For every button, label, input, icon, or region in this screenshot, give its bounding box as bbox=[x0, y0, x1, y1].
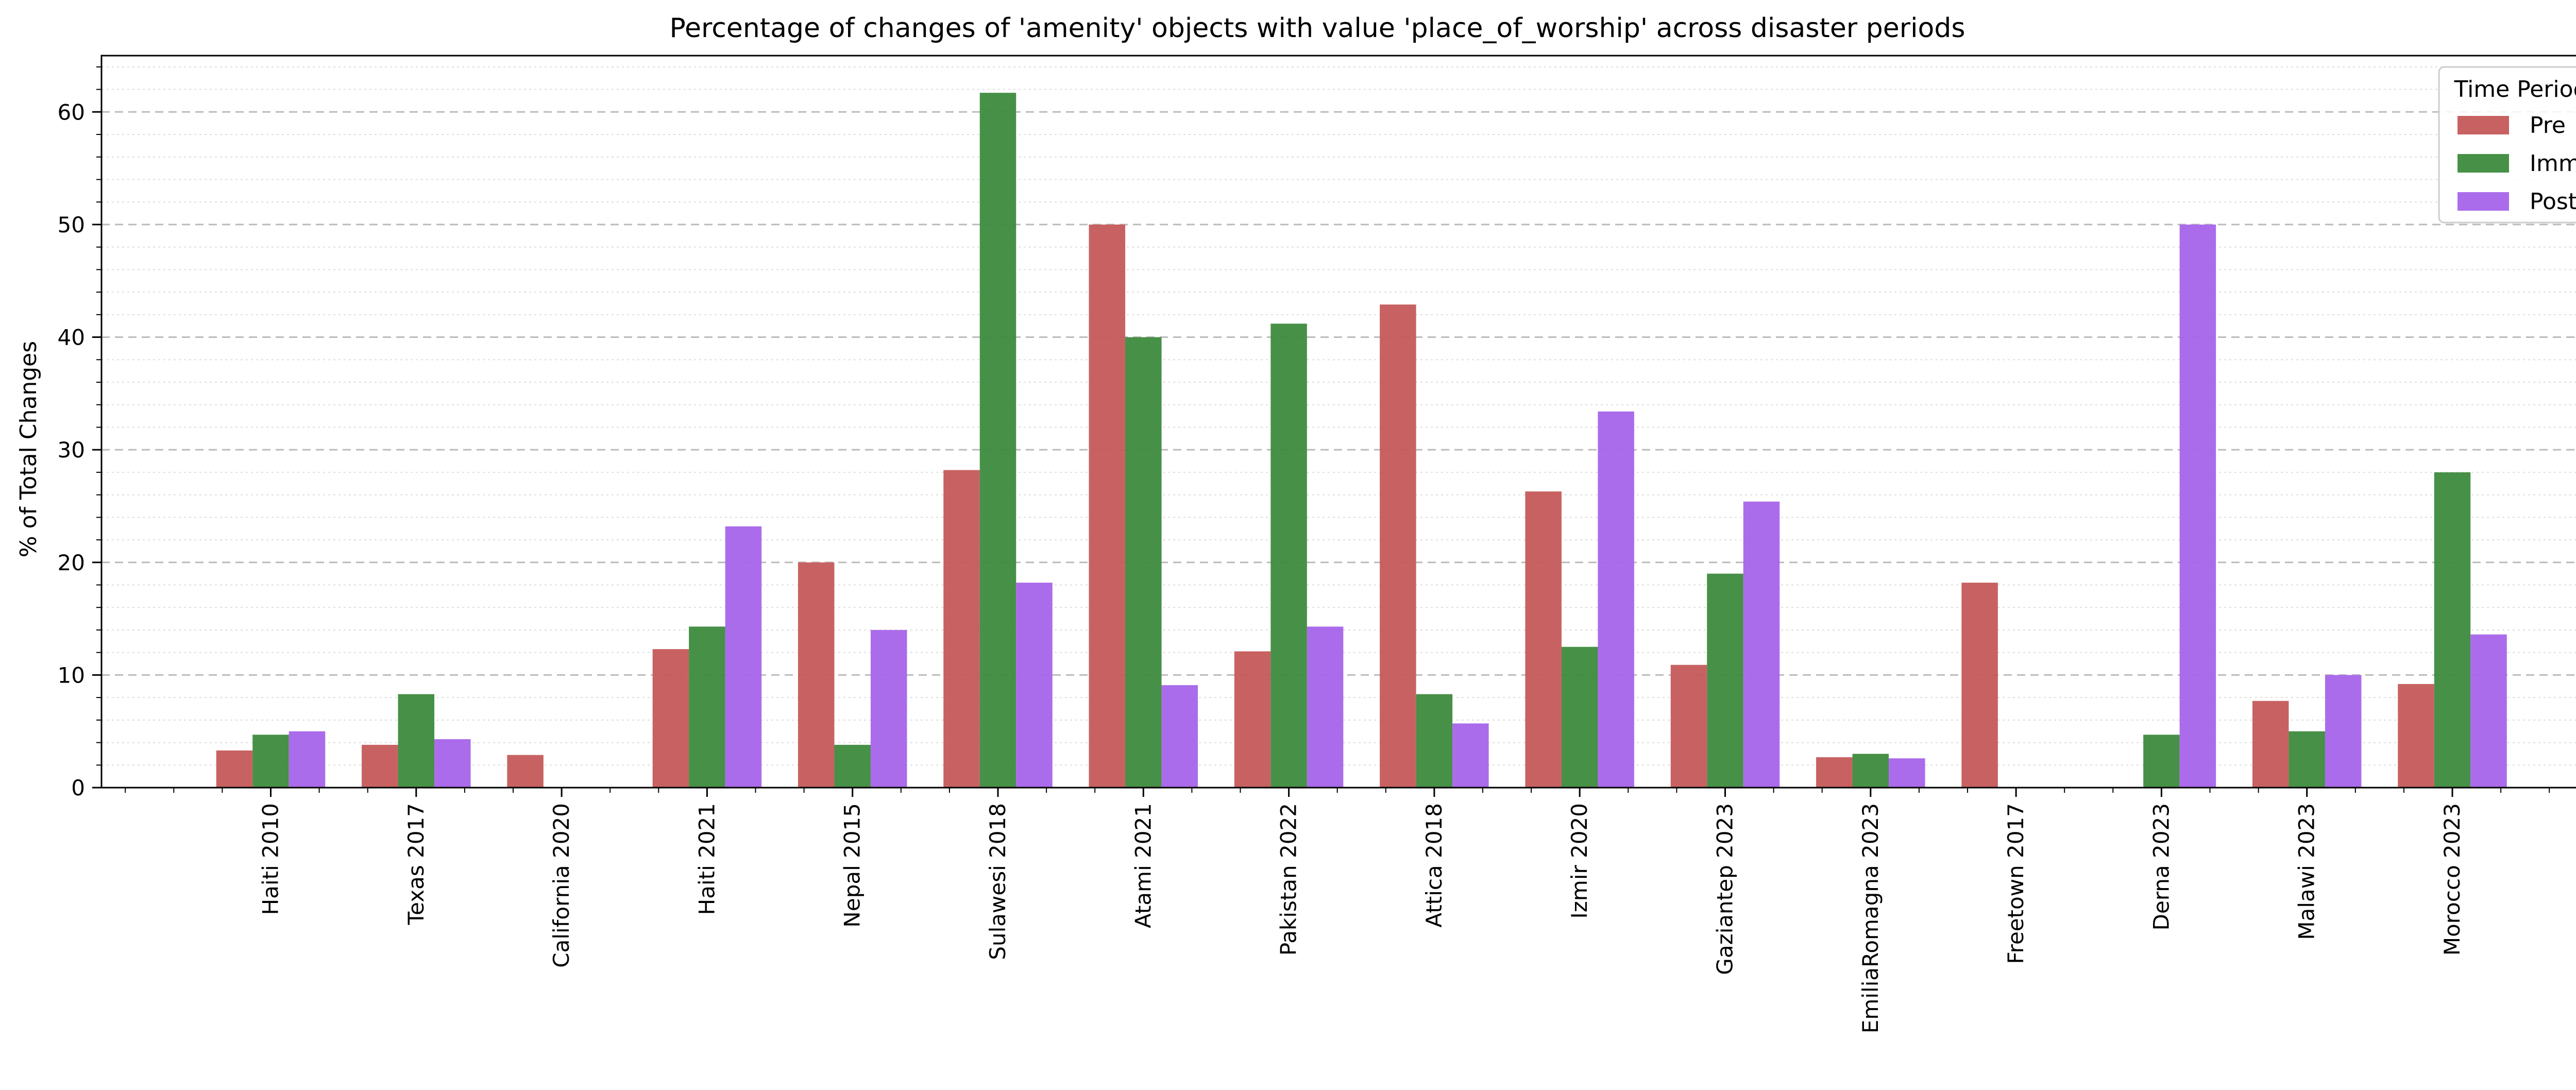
bar-post bbox=[870, 629, 907, 788]
legend-swatch-pre bbox=[2458, 116, 2509, 134]
x-tick-label: EmiliaRomagna 2023 bbox=[1858, 803, 1883, 1033]
bar-pre bbox=[798, 562, 835, 788]
x-tick-label: Pakistan 2022 bbox=[1276, 803, 1301, 956]
bar-imm bbox=[2143, 735, 2180, 788]
x-tick-label: Izmir 2020 bbox=[1567, 803, 1592, 919]
bar-imm bbox=[1270, 323, 1307, 788]
bar-pre bbox=[1234, 651, 1271, 788]
bar-pre bbox=[362, 744, 398, 788]
bar-post bbox=[1598, 411, 1634, 788]
bar-imm bbox=[2434, 472, 2471, 788]
bar-pre bbox=[943, 470, 980, 788]
y-axis-label: % of Total Changes bbox=[15, 341, 42, 557]
bar-pre bbox=[1089, 224, 1126, 788]
bar-post bbox=[725, 526, 762, 788]
x-tick-label: Atami 2021 bbox=[1130, 803, 1156, 928]
bar-pre bbox=[652, 649, 689, 788]
bar-post bbox=[1743, 501, 1780, 788]
bar-imm bbox=[1852, 754, 1889, 788]
x-tick-label: Freetown 2017 bbox=[2003, 803, 2028, 964]
y-axis: 0 10 20 30 40 50 60 bbox=[58, 66, 101, 801]
bar-imm bbox=[1561, 646, 1598, 788]
bar-post bbox=[1889, 758, 1925, 788]
plot-frame bbox=[100, 55, 2576, 789]
y-tick-label: 0 bbox=[71, 775, 85, 801]
x-tick-label: Texas 2017 bbox=[403, 803, 429, 925]
legend-swatch-post bbox=[2458, 192, 2509, 211]
bar-pre bbox=[2252, 701, 2289, 788]
bar-post bbox=[1016, 583, 1053, 788]
bar-imm bbox=[689, 626, 725, 788]
bar-post bbox=[2325, 675, 2362, 788]
bar-post bbox=[289, 731, 326, 788]
y-tick-label: 50 bbox=[58, 212, 85, 237]
bar-imm bbox=[834, 744, 871, 788]
bar-imm bbox=[398, 694, 435, 788]
x-tick-label: Sulawesi 2018 bbox=[985, 803, 1010, 960]
bar-imm bbox=[1707, 573, 1743, 788]
bar-post bbox=[1307, 626, 1344, 788]
legend-label-imm: Imm bbox=[2530, 150, 2576, 177]
bar-pre bbox=[1525, 491, 1562, 788]
bar-post bbox=[2179, 224, 2216, 788]
x-tick-label: Nepal 2015 bbox=[840, 803, 865, 928]
x-tick-label: Haiti 2021 bbox=[694, 803, 719, 915]
bar-post bbox=[2470, 634, 2507, 788]
bar-pre bbox=[1380, 304, 1416, 788]
y-tick-label: 30 bbox=[58, 437, 85, 463]
legend-items: Pre Imm Post bbox=[2458, 112, 2576, 215]
legend-label-pre: Pre bbox=[2530, 112, 2566, 139]
bar-post bbox=[1452, 723, 1489, 788]
legend-title: Time Period bbox=[2454, 76, 2576, 103]
bar-pre bbox=[1961, 583, 1998, 788]
x-tick-label: Gaziantep 2023 bbox=[1713, 803, 1738, 975]
x-axis: Haiti 2010 Texas 2017 California 2020 Haiti… bbox=[125, 788, 2550, 1033]
legend-box bbox=[2438, 66, 2576, 224]
bar-pre bbox=[507, 755, 544, 788]
legend-swatch-imm bbox=[2458, 154, 2509, 173]
bar-pre bbox=[216, 750, 253, 788]
bars bbox=[216, 93, 2507, 788]
bar-pre bbox=[1670, 665, 1707, 788]
y-tick-label: 40 bbox=[58, 325, 85, 350]
bar-pre bbox=[2398, 684, 2434, 788]
bar-imm bbox=[979, 93, 1016, 788]
y-tick-label: 10 bbox=[58, 662, 85, 688]
y-tick-label: 60 bbox=[58, 99, 85, 125]
bar-post bbox=[434, 739, 471, 788]
bar-imm bbox=[1416, 694, 1453, 788]
legend-label-post: Post bbox=[2530, 189, 2576, 215]
bar-imm bbox=[2289, 731, 2325, 788]
bar-imm bbox=[1125, 337, 1162, 788]
x-tick-label: Haiti 2010 bbox=[258, 803, 283, 915]
bar-pre bbox=[1816, 757, 1853, 788]
y-tick-label: 20 bbox=[58, 550, 85, 575]
x-tick-label: Morocco 2023 bbox=[2439, 803, 2465, 956]
bar-post bbox=[1161, 685, 1198, 788]
x-tick-label: Attica 2018 bbox=[1421, 803, 1447, 928]
bar-imm bbox=[252, 735, 289, 788]
x-tick-label: California 2020 bbox=[549, 803, 574, 968]
chart-title: Percentage of changes of 'amenity' objec… bbox=[670, 13, 1965, 44]
legend: Time Period Pre Imm Post bbox=[2438, 66, 2576, 224]
x-tick-label: Derna 2023 bbox=[2148, 803, 2174, 930]
x-tick-label: Malawi 2023 bbox=[2294, 803, 2319, 940]
